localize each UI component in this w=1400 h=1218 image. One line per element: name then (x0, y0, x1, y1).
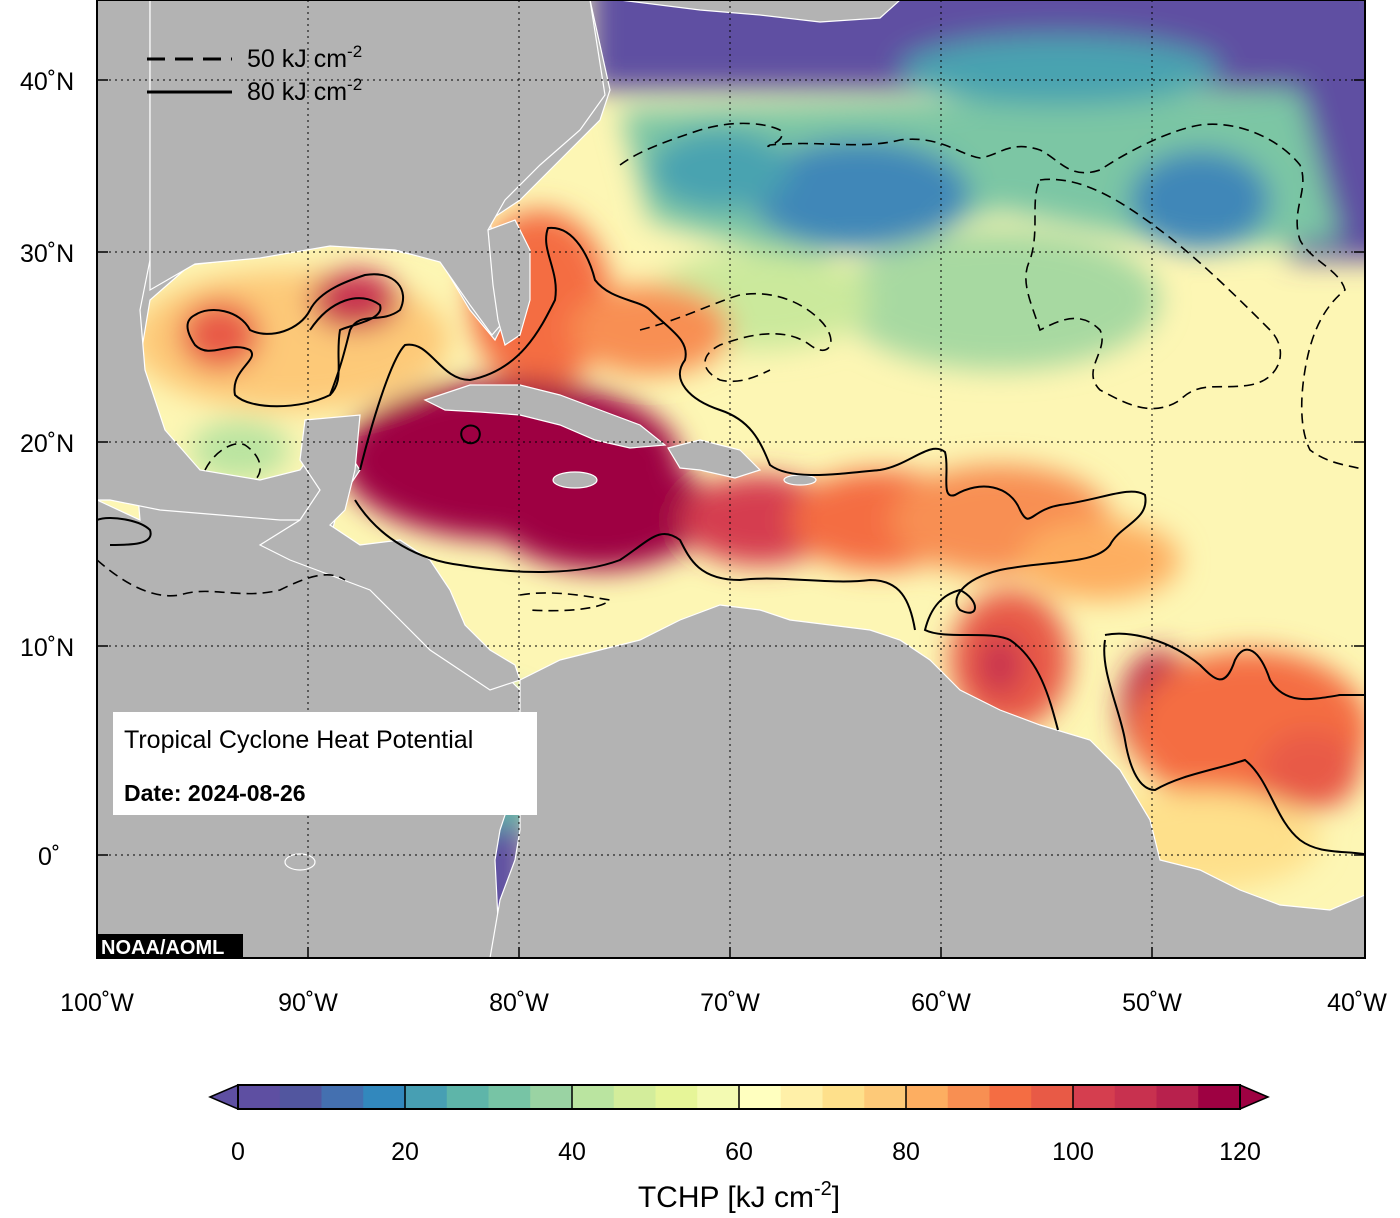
colorbar-segment (572, 1085, 615, 1109)
land-cuba (423, 384, 667, 449)
lon-labels: 100˚W 90˚W 80˚W 70˚W 60˚W 50˚W 40˚W (60, 989, 1387, 1017)
colorbar-segment (947, 1085, 990, 1109)
lon-label-40w: 40˚W (1327, 989, 1387, 1017)
title-box: Tropical Cyclone Heat Potential Date: 20… (113, 712, 537, 815)
lon-label-100w: 100˚W (60, 989, 134, 1017)
lat-label-10n: 10˚N (20, 634, 74, 662)
lat-label-40n: 40˚N (20, 68, 74, 96)
colorbar-tick-label: 40 (558, 1138, 586, 1166)
credit-text: NOAA/AOML (101, 937, 224, 959)
legend-50-label: 50 kJ cm-2 (247, 42, 362, 73)
colorbar-segment (613, 1085, 656, 1109)
contour-80-caribbean (359, 226, 1147, 731)
colorbar-segment (655, 1085, 698, 1109)
contour-80-gulf-inner (309, 297, 382, 396)
colorbar-segment (1198, 1085, 1241, 1109)
map-frame (96, 0, 1366, 959)
contour-80-gulf (186, 273, 405, 408)
colorbar-segment (405, 1085, 448, 1109)
land-hispaniola (667, 439, 762, 479)
legend-80-label: 80 kJ cm-2 (247, 75, 362, 106)
contour-80-islands (460, 424, 481, 445)
colorbar-tick-label: 0 (231, 1138, 245, 1166)
lat-label-0: 0˚ (38, 843, 60, 871)
colorbar-segment (989, 1085, 1032, 1109)
tchp-contours (97, 122, 1365, 856)
lat-label-20n: 20˚N (20, 430, 74, 458)
colorbar-segment (739, 1085, 782, 1109)
colorbar: 0 20 40 60 80 100 120 TCHP [kJ cm-2] (208, 1083, 1270, 1214)
contour-80-east-lower (1103, 639, 1365, 856)
contour-80-west (97, 517, 152, 546)
contour-50-north (619, 122, 1365, 471)
lon-label-80w: 80˚W (489, 989, 549, 1017)
contour-legend: 50 kJ cm-2 80 kJ cm-2 (147, 42, 362, 106)
colorbar-segment (488, 1085, 531, 1109)
colorbar-over-triangle (1239, 1083, 1270, 1111)
colorbar-segment (238, 1085, 281, 1109)
colorbar-segment (446, 1085, 489, 1109)
map-date: Date: 2024-08-26 (124, 780, 306, 806)
colorbar-segment (697, 1085, 740, 1109)
colorbar-segment (1031, 1085, 1074, 1109)
colorbar-segment (1114, 1085, 1157, 1109)
lon-label-50w: 50˚W (1122, 989, 1182, 1017)
colorbar-tick-label: 20 (391, 1138, 419, 1166)
colorbar-under-triangle (208, 1083, 239, 1111)
colorbar-segment (1156, 1085, 1199, 1109)
colorbar-tick-label: 80 (892, 1138, 920, 1166)
land-puerto-rico (783, 474, 817, 486)
tick-marks (97, 79, 1365, 958)
colorbar-tick-label: 100 (1052, 1138, 1094, 1166)
colorbar-label: TCHP [kJ cm-2] (638, 1178, 840, 1214)
colorbar-segment (864, 1085, 907, 1109)
colorbar-segment (321, 1085, 364, 1109)
contour-80-east (1104, 632, 1365, 701)
colorbar-segment (530, 1085, 573, 1109)
contour-80-south (354, 499, 916, 631)
colorbar-segment (363, 1085, 406, 1109)
colorbar-tick-label: 120 (1219, 1138, 1261, 1166)
colorbar-segment (279, 1085, 322, 1109)
land-south-america (489, 604, 1365, 958)
credit-badge: NOAA/AOML (97, 934, 243, 959)
colorbar-segment (906, 1085, 949, 1109)
contour-50-sw (97, 559, 346, 597)
colorbar-segment (1073, 1085, 1116, 1109)
map-title: Tropical Cyclone Heat Potential (124, 726, 473, 754)
lon-label-90w: 90˚W (278, 989, 338, 1017)
lon-label-70w: 70˚W (700, 989, 760, 1017)
colorbar-ticks: 0 20 40 60 80 100 120 (231, 1085, 1261, 1166)
map-panel: Tropical Cyclone Heat Potential Date: 20… (97, 0, 1365, 959)
lat-labels: 40˚N 30˚N 20˚N 10˚N 0˚ (20, 68, 74, 871)
contour-50-center (639, 292, 832, 383)
lon-label-60w: 60˚W (911, 989, 971, 1017)
colorbar-segment (822, 1085, 865, 1109)
contour-50-gulf-south (204, 443, 261, 481)
contour-50-mid (1025, 178, 1282, 410)
land-jamaica (552, 471, 598, 489)
colorbar-tick-label: 60 (725, 1138, 753, 1166)
colorbar-segment (780, 1085, 823, 1109)
colorbar-segments (238, 1085, 1241, 1109)
lat-label-30n: 30˚N (20, 240, 74, 268)
